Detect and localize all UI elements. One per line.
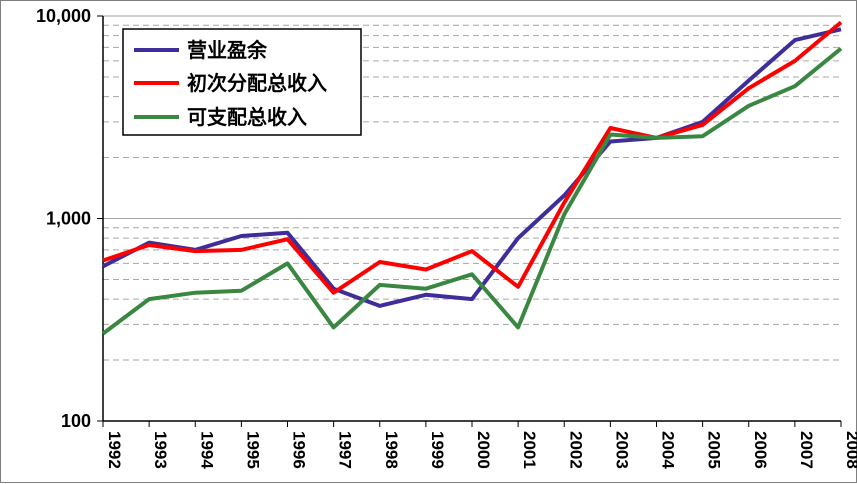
y-axis-ticks: 100 1,000 10,000 [36,6,91,431]
x-tick-label: 2008 [843,431,857,469]
legend-item-2: 可支配总收入 [134,105,307,129]
y-tick-label: 1,000 [46,209,91,229]
x-tick-label: 2001 [520,431,539,469]
legend: 营业盈余 初次分配总收入 可支配总收入 [122,28,362,136]
series-line-1 [102,20,843,295]
x-tick-label: 2007 [797,431,816,469]
x-tick-label: 1992 [105,431,124,469]
x-tick-label: 1993 [151,431,170,469]
series-lines [101,20,843,336]
x-tick-label: 1998 [382,431,401,469]
legend-label: 初次分配总收入 [187,71,327,95]
y-tick-label: 10,000 [36,6,91,26]
x-tick-label: 2002 [566,431,585,469]
x-tick-label: 1995 [243,431,262,469]
x-tick-label: 1999 [428,431,447,469]
x-tick-label: 2004 [659,431,678,469]
x-tick-label: 2000 [474,431,493,469]
legend-label: 营业盈余 [187,38,268,62]
legend-item-0: 营业盈余 [134,38,268,62]
x-tick-label: 1997 [336,431,355,469]
x-tick-label: 1996 [290,431,309,469]
series-line-2 [101,47,843,336]
legend-label: 可支配总收入 [187,105,307,129]
x-tick-label: 2003 [612,431,631,469]
x-tick-label: 2005 [705,431,724,469]
x-tick-label: 2006 [751,431,770,469]
legend-item-1: 初次分配总收入 [134,71,327,95]
series-line-0 [102,27,842,308]
axes [97,15,842,427]
x-axis-ticks: 1992 1993 1994 1995 1996 1997 1998 1999 2000 2001… [105,431,857,469]
y-tick-label: 100 [61,411,91,431]
x-tick-label: 1994 [197,431,216,469]
